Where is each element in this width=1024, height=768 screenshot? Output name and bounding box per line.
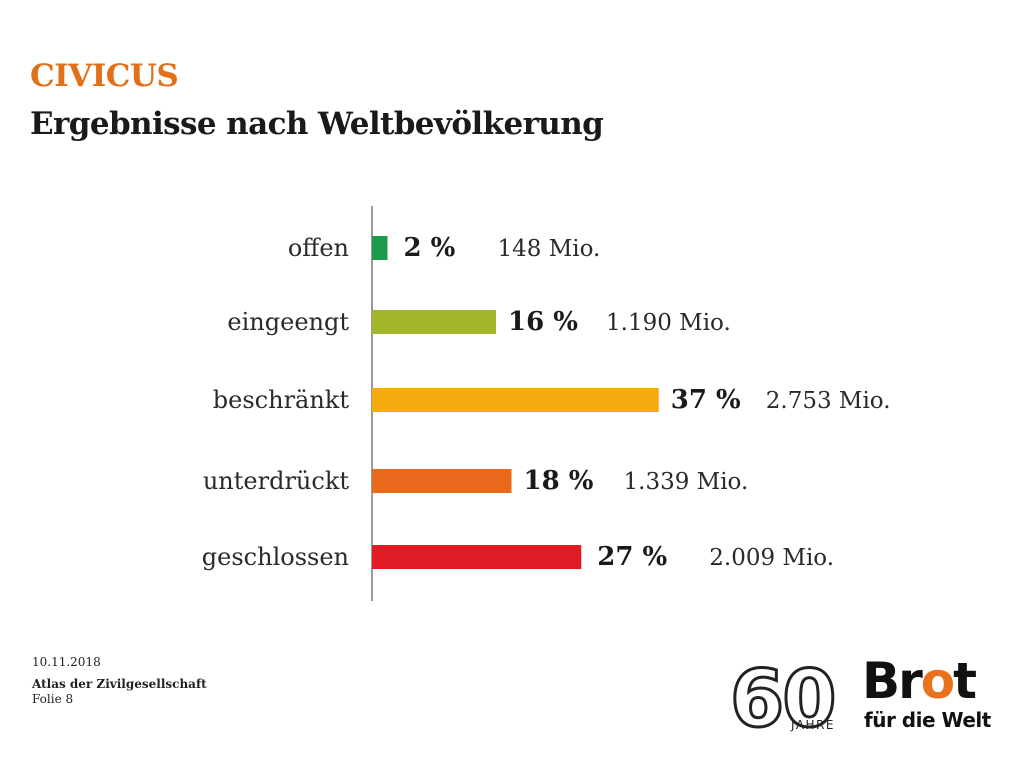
category-label: geschlossen (202, 543, 349, 571)
percent-label: 18 % (524, 466, 594, 496)
category-label: unterdrückt (203, 467, 350, 495)
brand-text-accent: o (920, 652, 955, 710)
footer-date: 10.11.2018 (32, 655, 101, 669)
brand-text-part2: t (953, 652, 977, 710)
footer-slide-number: Folie 8 (32, 692, 74, 706)
brand-tagline: für die Welt (864, 708, 991, 732)
percent-label: 27 % (597, 542, 667, 572)
category-label: offen (288, 234, 349, 262)
population-label: 1.190 Mio. (606, 310, 731, 336)
anniversary-number: 60 (730, 662, 835, 732)
population-label: 1.339 Mio. (624, 469, 749, 495)
bar (372, 236, 388, 260)
footer-source: Atlas der Zivilgesellschaft (32, 677, 207, 691)
percent-label: 2 % (404, 233, 456, 263)
population-label: 2.009 Mio. (709, 545, 834, 571)
population-label: 2.753 Mio. (766, 388, 891, 414)
category-label: eingeengt (227, 308, 349, 336)
bar (372, 545, 582, 569)
slide-title: CIVICUS (30, 58, 179, 94)
bar (372, 469, 512, 493)
bar (372, 388, 659, 412)
bars-group: offen 2 % 148 Mio. eingeengt 16 % 1.190 Mio. b… (202, 233, 891, 572)
bar-chart: offen 2 % 148 Mio. eingeengt 16 % 1.190 Mio. b… (202, 206, 891, 601)
anniversary-label: JAHRE (791, 718, 835, 732)
percent-label: 37 % (671, 385, 741, 415)
brand-text-part1: Br (862, 652, 923, 710)
percent-label: 16 % (508, 307, 578, 337)
slide-subtitle: Ergebnisse nach Weltbevölkerung (30, 106, 604, 142)
brand-logo: Brot (862, 656, 977, 706)
anniversary-60-logo: 60 (729, 662, 839, 732)
category-label: beschränkt (213, 386, 350, 414)
population-label: 148 Mio. (498, 236, 601, 262)
bar (372, 310, 496, 334)
